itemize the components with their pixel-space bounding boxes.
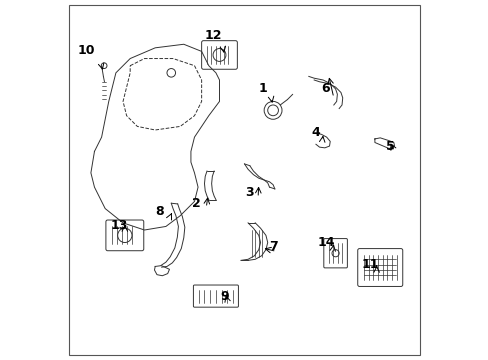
- Text: 7: 7: [268, 240, 277, 253]
- Text: 3: 3: [245, 186, 254, 199]
- Text: 9: 9: [220, 290, 229, 303]
- Text: 8: 8: [155, 205, 164, 218]
- Text: 2: 2: [191, 197, 200, 210]
- Text: 5: 5: [385, 140, 394, 153]
- Text: 11: 11: [361, 258, 379, 271]
- Text: 12: 12: [204, 29, 222, 42]
- Text: 14: 14: [317, 237, 334, 249]
- Text: 1: 1: [258, 82, 266, 95]
- Text: 10: 10: [77, 44, 95, 57]
- Text: 4: 4: [311, 126, 320, 139]
- Text: 13: 13: [110, 219, 127, 231]
- Text: 6: 6: [321, 82, 329, 95]
